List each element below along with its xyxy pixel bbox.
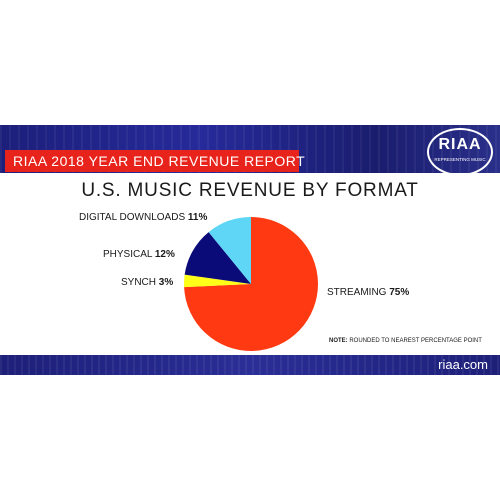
note-text: ROUNDED TO NEAREST PERCENTAGE POINT — [349, 338, 482, 344]
label-streaming: STREAMING 75% — [327, 287, 409, 298]
label-physical: PHYSICAL 12% — [103, 249, 175, 260]
label-digital-downloads-value: 11% — [187, 212, 208, 223]
label-synch: SYNCH 3% — [121, 277, 173, 288]
riaa-logo: RIAA REPRESENTING MUSIC — [427, 128, 493, 176]
logo-subtext: REPRESENTING MUSIC — [434, 157, 486, 162]
label-digital-downloads: DIGITAL DOWNLOADS 11% — [79, 212, 207, 223]
logo-text: RIAA — [438, 136, 482, 153]
label-physical-name: PHYSICAL — [103, 249, 153, 260]
website-link[interactable]: riaa.com — [438, 357, 488, 372]
report-title: RIAA 2018 YEAR END REVENUE REPORT — [13, 153, 306, 169]
pie-slice-digital-downloads — [208, 217, 251, 284]
chart-title: U.S. MUSIC REVENUE BY FORMAT — [81, 180, 419, 201]
label-physical-value: 12% — [154, 249, 175, 260]
report-title-box: RIAA 2018 YEAR END REVENUE REPORT — [5, 150, 305, 172]
footer-texture — [0, 355, 500, 375]
label-synch-value: 3% — [158, 277, 174, 288]
pie-slice-streaming — [184, 217, 318, 351]
pie-slice-physical — [184, 232, 251, 284]
label-streaming-name: STREAMING — [327, 287, 387, 298]
label-digital-downloads-name: DIGITAL DOWNLOADS — [79, 212, 186, 223]
footer-banner: riaa.com — [0, 355, 500, 375]
pie-slice-synch — [183, 274, 251, 288]
pie-slices — [183, 217, 318, 351]
rounding-note: NOTE: ROUNDED TO NEAREST PERCENTAGE POIN… — [329, 338, 482, 344]
note-label: NOTE: — [329, 338, 348, 344]
label-synch-name: SYNCH — [121, 277, 157, 288]
label-streaming-value: 75% — [389, 287, 410, 298]
